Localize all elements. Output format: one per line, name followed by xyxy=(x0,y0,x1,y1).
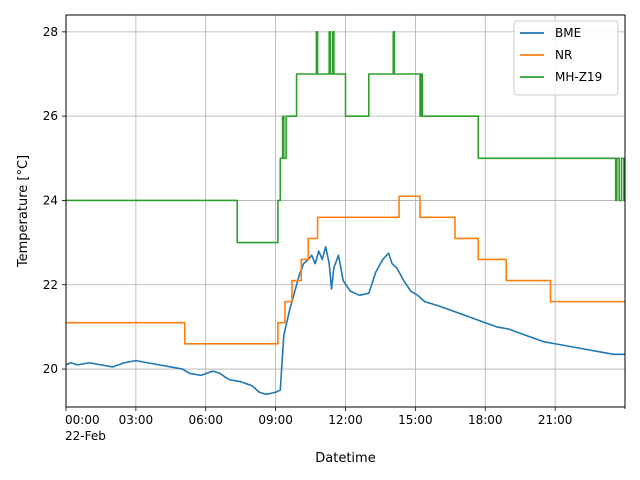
y-axis-label: Temperature [°C] xyxy=(16,155,31,268)
x-tick-label: 12:00 xyxy=(328,413,363,427)
y-tick-label: 28 xyxy=(43,25,58,39)
series-line-bme xyxy=(65,246,625,396)
legend-label: BME xyxy=(555,26,581,40)
y-axis: 20 22 24 26 28 xyxy=(43,25,66,376)
x-date-label: 22-Feb xyxy=(65,429,106,443)
series-line-mh-z19 xyxy=(66,31,625,244)
series-line-nr xyxy=(66,195,625,345)
legend: BME NR MH-Z19 xyxy=(513,20,619,96)
legend-label: NR xyxy=(555,48,572,62)
y-tick-label: 20 xyxy=(43,362,58,376)
x-axis-label: Datetime xyxy=(315,451,375,466)
x-tick-label: 03:00 xyxy=(119,413,154,427)
series-layer xyxy=(65,31,625,396)
x-tick-label: 15:00 xyxy=(398,413,433,427)
x-tick-label: 06:00 xyxy=(188,413,223,427)
x-tick-label: 09:00 xyxy=(258,413,293,427)
y-tick-label: 22 xyxy=(43,278,58,292)
x-tick-label: 18:00 xyxy=(468,413,503,427)
x-tick-label: 00:00 xyxy=(65,413,100,427)
x-tick-label: 21:00 xyxy=(538,413,573,427)
x-axis: 00:00 03:00 06:00 09:00 12:00 15:00 18:00 21:00… xyxy=(65,407,626,443)
legend-label: MH-Z19 xyxy=(555,70,602,84)
y-tick-label: 26 xyxy=(43,109,58,123)
y-tick-label: 24 xyxy=(43,193,58,207)
